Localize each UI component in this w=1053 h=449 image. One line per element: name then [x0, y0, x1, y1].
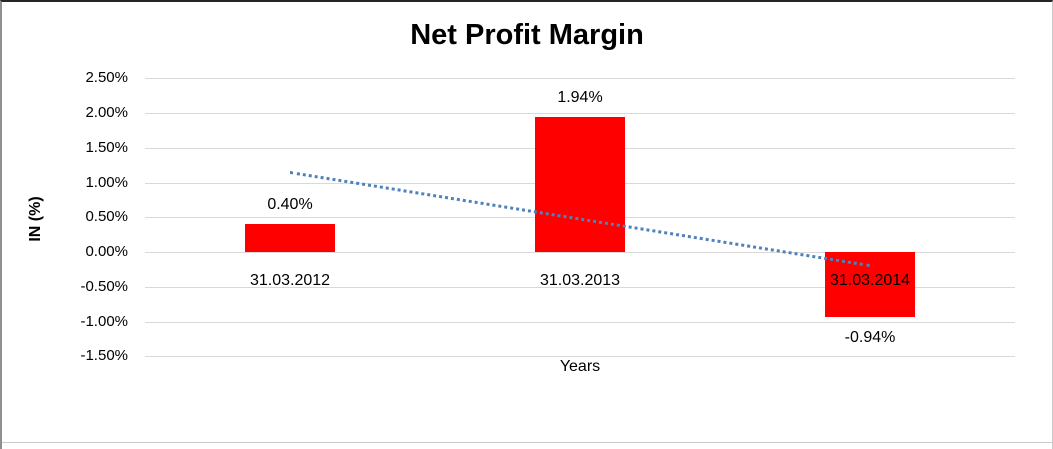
- y-gridline: [145, 322, 1015, 323]
- bar-data-label: -0.94%: [844, 329, 896, 346]
- frame-bottom-border: [2, 442, 1052, 443]
- y-gridline: [145, 252, 1015, 253]
- bar: [245, 224, 335, 252]
- bar: [535, 117, 625, 252]
- bar-data-label: 1.94%: [557, 89, 603, 106]
- bar-data-label: 0.40%: [267, 196, 313, 213]
- x-category-label: 31.03.2012: [249, 272, 331, 289]
- bar: [825, 252, 915, 317]
- y-gridline: [145, 356, 1015, 357]
- y-axis-tick-label: 0.00%: [85, 243, 128, 260]
- chart-title: Net Profit Margin: [410, 19, 644, 51]
- x-category-label: 31.03.2013: [539, 272, 621, 289]
- y-axis-tick-label: 0.50%: [85, 208, 128, 225]
- y-gridline: [145, 287, 1015, 288]
- y-axis-tick-label: -1.50%: [80, 347, 128, 364]
- y-axis-tick-label: 2.50%: [85, 69, 128, 86]
- y-axis-tick-label: 1.00%: [85, 174, 128, 191]
- x-axis-title: Years: [559, 358, 601, 375]
- y-gridline: [145, 78, 1015, 79]
- y-axis-tick-label: 2.00%: [85, 104, 128, 121]
- y-gridline: [145, 113, 1015, 114]
- y-axis-tick-label: 1.50%: [85, 139, 128, 156]
- y-axis-tick-label: -0.50%: [80, 278, 128, 295]
- y-axis-tick-label: -1.00%: [80, 313, 128, 330]
- x-category-label: 31.03.2014: [829, 272, 911, 289]
